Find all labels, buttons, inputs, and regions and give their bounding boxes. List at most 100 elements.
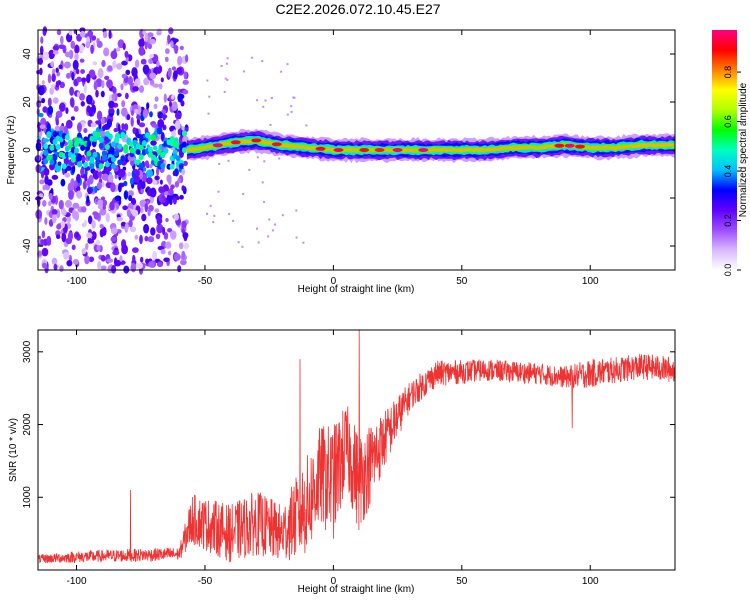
spectrogram-cell [84,255,90,265]
spectrogram-cell [121,60,128,66]
spectrogram-cell [278,157,281,160]
spectrogram-cell [47,105,54,115]
spectrogram-cell [108,109,115,114]
spectrogram-cell [181,147,187,154]
spectrogram-cell [218,162,221,165]
spectrogram-cell [96,244,101,251]
spectrogram-cell [140,188,144,194]
spectrogram-cell [100,265,107,270]
spectrogram-cell [93,81,98,91]
spectrogram-hotspot [230,140,241,145]
spectrogram-cell [116,108,120,116]
spectrogram-cell [167,228,173,233]
spectrogram-cell [185,54,189,63]
spectrogram-cell [108,100,115,109]
spectrogram-cell [96,40,103,49]
spectrogram-cell [181,130,187,137]
spectrogram-cell [138,144,144,151]
spectrogram-cell [179,45,184,51]
spectrogram-cell [181,250,186,260]
spectrogram-cell [177,128,182,136]
spectrogram-cell [36,139,41,144]
spectrogram-cell [90,231,97,241]
spectrogram-cell [55,144,61,150]
spectrogram-cell [156,60,160,68]
spectrogram-cell [149,111,153,118]
spectrogram-cell [101,154,107,161]
spectrogram-cell [302,241,305,244]
spectrogram-cell [55,80,60,88]
spectrogram-cell [132,127,137,135]
spectrogram-cell [166,174,172,183]
spectrogram-cell [111,141,116,148]
spectrogram-cell [107,133,113,140]
spectrogram-x-axis-label: Height of straight line (km) [298,284,415,295]
spectrogram-cell [95,239,101,246]
spectrogram-cell [72,59,79,70]
spectrogram-cell [136,114,141,120]
spectrogram-cell [44,217,48,225]
spectrogram-cell [111,265,117,274]
spectrogram-cell [241,245,244,248]
colorbar-gradient [712,30,737,270]
spectrogram-cell [76,185,81,192]
spectrogram-cell [267,235,270,238]
x-tick-label: -100 [67,276,87,287]
spectrogram-cell [41,80,45,85]
spectrogram-cell [138,85,145,93]
spectrogram-cell [80,69,85,74]
spectrogram-cell [56,223,62,230]
snr-x-ticks: -100 -50 0 50 100 [67,330,599,587]
spectrogram-cell [68,49,74,60]
spectrogram-cell [206,212,208,215]
spectrogram-cell [74,147,79,154]
spectrogram-cell [74,44,80,54]
spectrogram-cell [148,261,155,268]
spectrogram-cell [163,93,167,103]
spectrogram-cell [281,214,284,217]
spectrogram-cell [213,214,216,217]
spectrogram-cell [138,38,145,48]
spectrogram-cell [59,265,64,272]
spectrogram-cell [157,119,165,128]
spectrogram-cell [59,102,66,112]
spectrogram-cell [177,265,182,273]
spectrogram-cell [161,114,168,119]
spectrogram-cell [160,163,166,169]
spectrogram-cell [149,79,155,86]
spectrogram-cell [41,230,46,239]
spectrogram-cell [150,140,157,146]
spectrogram-cell [256,227,258,230]
x-tick-label: -50 [198,576,213,587]
spectrogram-cell [226,62,228,65]
spectrogram-cell [232,219,235,222]
spectrogram-cell [170,230,177,240]
spectrogram-cell [97,68,104,79]
spectrogram-cell [171,66,177,71]
spectrogram-cell [169,126,175,132]
spectrogram-cell [46,132,52,139]
snr-series-line [38,330,675,564]
spectrogram-cell [181,126,185,131]
spectrogram-cell [70,40,76,49]
spectrogram-cell [130,117,134,127]
spectrogram-cell [181,185,185,192]
spectrogram-cell [237,241,240,244]
spectrogram-cell [61,207,66,216]
spectrogram-cell [138,122,146,128]
spectrogram-cell [79,58,85,63]
y-tick-label: 20 [22,96,33,108]
spectrogram-cell [165,241,172,249]
spectrogram-cell [151,134,157,141]
spectrogram-cell [121,100,126,108]
spectrogram-cell [86,150,92,157]
spectrogram-cell [106,79,113,89]
spectrogram-cell [181,141,187,148]
spectrogram-cell [141,181,146,190]
spectrogram-cell [169,163,175,170]
spectrogram-cell [100,254,106,262]
spectrogram-cell [89,163,95,170]
spectrogram-cell [80,77,87,83]
x-tick-label: 0 [331,276,337,287]
spectrogram-cell [149,163,153,169]
